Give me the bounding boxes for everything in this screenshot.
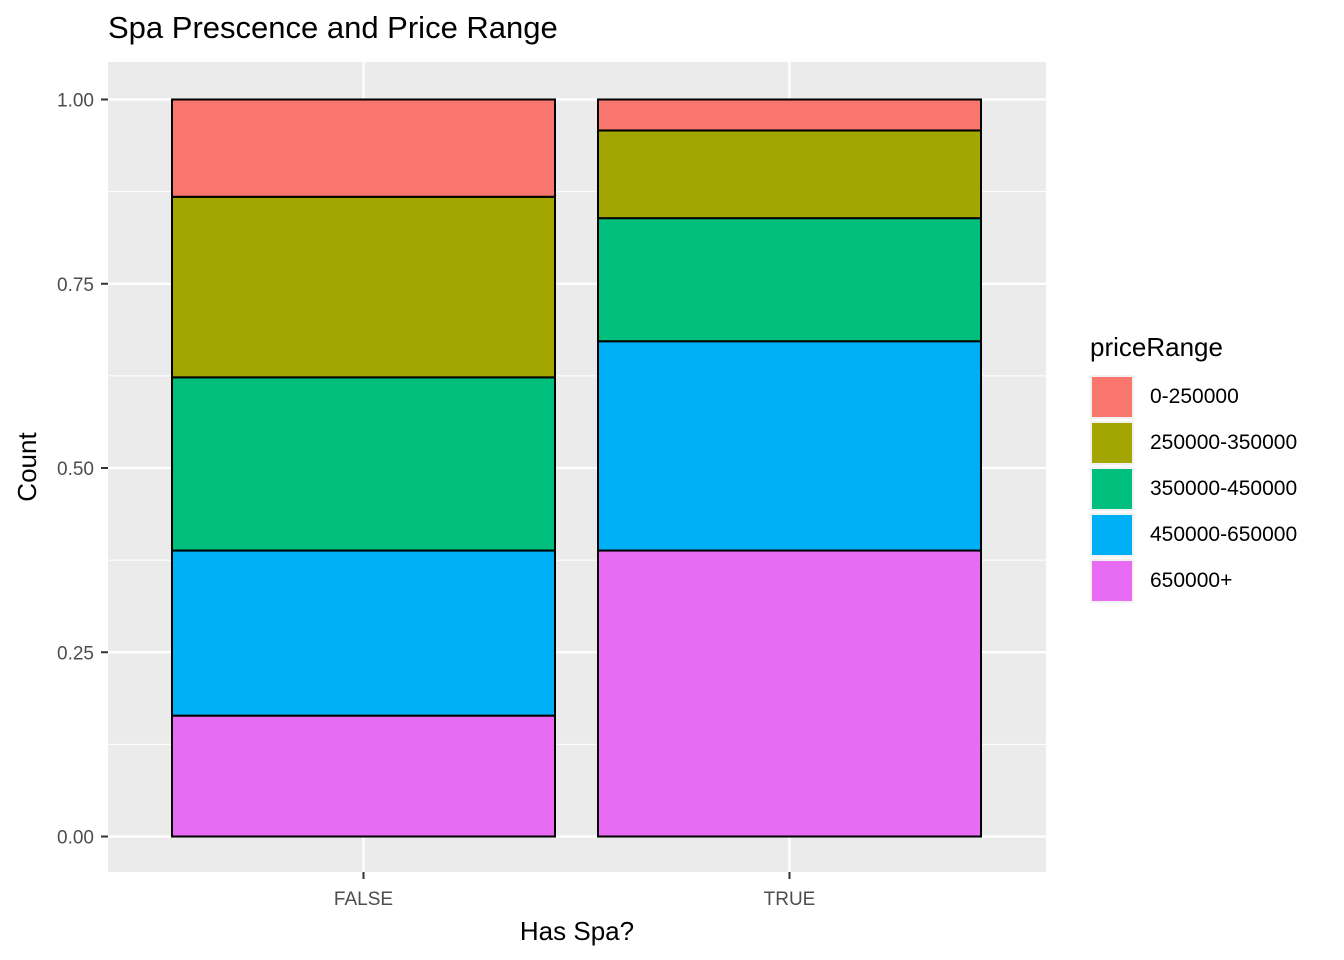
x-axis-label: Has Spa? [520, 916, 634, 946]
bar-segment [597, 217, 982, 343]
bar-segment [597, 98, 982, 132]
y-axis-label: Count [12, 432, 42, 502]
legend-item: 450000-650000 [1090, 513, 1340, 559]
legend-label: 0-250000 [1150, 385, 1239, 408]
y-tick-label: 0.50 [57, 459, 94, 480]
chart-title: Spa Prescence and Price Range [108, 10, 558, 45]
legend-swatch [1090, 375, 1134, 419]
legend-swatch [1090, 513, 1134, 557]
bars [171, 98, 982, 838]
bar-segment [171, 714, 556, 838]
bar-segment [171, 98, 556, 198]
bar-segment [597, 549, 982, 838]
y-tick-label: 1.00 [57, 91, 94, 112]
bar-segment [171, 195, 556, 379]
legend-label: 450000-650000 [1150, 523, 1298, 546]
legend-label: 250000-350000 [1150, 431, 1298, 454]
legend-item: 0-250000 [1090, 375, 1340, 421]
bar-segment [171, 549, 556, 717]
bar-segment [597, 129, 982, 220]
legend-label: 350000-450000 [1150, 477, 1298, 500]
x-tick-label: TRUE [764, 889, 816, 910]
y-tick-label: 0.75 [57, 275, 94, 296]
legend-item: 250000-350000 [1090, 421, 1340, 467]
y-tick-label: 0.00 [57, 828, 94, 849]
x-tick-label: FALSE [334, 889, 393, 910]
axes: 0.00 0.25 0.50 0.75 1.00 FALSE TRUE [57, 91, 815, 911]
legend-swatch [1090, 559, 1134, 603]
legend-swatch [1090, 467, 1134, 511]
legend-item: 350000-450000 [1090, 467, 1340, 513]
legend-item: 650000+ [1090, 559, 1340, 605]
y-tick-label: 0.25 [57, 643, 94, 664]
bar-segment [171, 376, 556, 552]
legend-swatch [1090, 421, 1134, 465]
legend-title: priceRange [1090, 332, 1223, 362]
legend-label: 650000+ [1150, 569, 1233, 592]
bar-segment [597, 340, 982, 552]
